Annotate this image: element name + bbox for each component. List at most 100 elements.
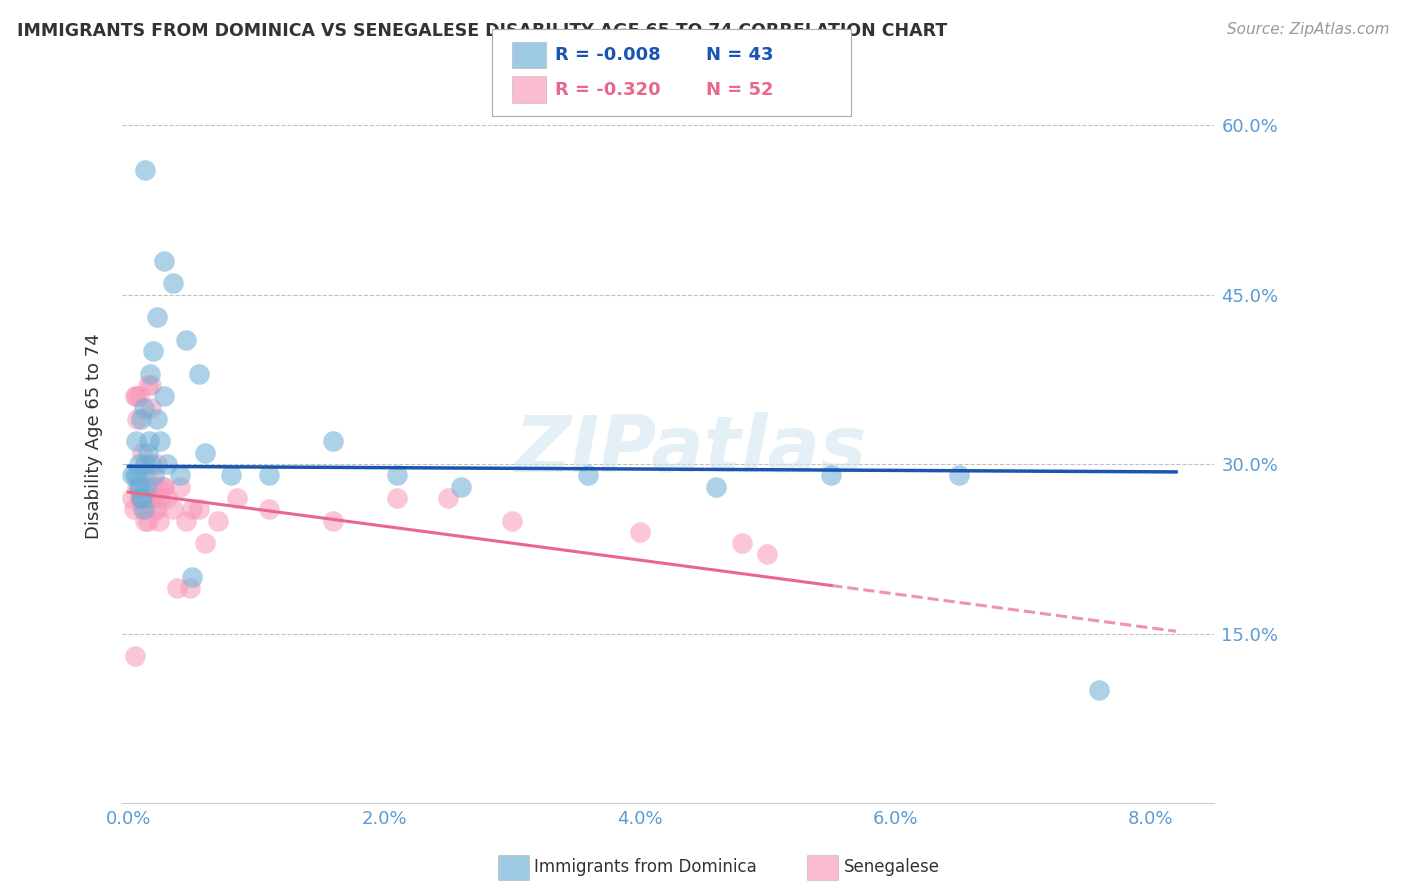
Point bbox=[385, 491, 408, 505]
Point bbox=[194, 446, 217, 460]
Point bbox=[194, 536, 217, 550]
Point bbox=[181, 502, 204, 516]
Point bbox=[132, 401, 155, 415]
Point bbox=[124, 468, 146, 483]
Point bbox=[145, 457, 167, 471]
Point bbox=[136, 514, 159, 528]
Point bbox=[181, 570, 204, 584]
Point bbox=[187, 502, 209, 516]
Point bbox=[576, 468, 599, 483]
Point bbox=[146, 480, 169, 494]
Text: ZIPatlas: ZIPatlas bbox=[515, 412, 866, 489]
Point bbox=[136, 378, 159, 392]
Text: IMMIGRANTS FROM DOMINICA VS SENEGALESE DISABILITY AGE 65 TO 74 CORRELATION CHART: IMMIGRANTS FROM DOMINICA VS SENEGALESE D… bbox=[17, 22, 948, 40]
Point bbox=[257, 502, 280, 516]
Point bbox=[129, 412, 152, 426]
Point bbox=[139, 491, 162, 505]
Point bbox=[134, 163, 156, 178]
Point bbox=[132, 491, 155, 505]
Point bbox=[948, 468, 970, 483]
Point bbox=[134, 457, 156, 471]
Point bbox=[125, 389, 148, 403]
Point bbox=[166, 582, 188, 596]
Text: Source: ZipAtlas.com: Source: ZipAtlas.com bbox=[1226, 22, 1389, 37]
Text: R = -0.320: R = -0.320 bbox=[555, 80, 661, 98]
Text: Immigrants from Dominica: Immigrants from Dominica bbox=[534, 858, 756, 876]
Point bbox=[143, 491, 166, 505]
Point bbox=[136, 446, 159, 460]
Point bbox=[129, 480, 152, 494]
Point bbox=[437, 491, 460, 505]
Point bbox=[756, 548, 779, 562]
Point bbox=[145, 502, 167, 516]
Point bbox=[128, 480, 150, 494]
Point bbox=[219, 468, 242, 483]
Point bbox=[143, 468, 166, 483]
Point bbox=[153, 480, 176, 494]
Point bbox=[131, 446, 153, 460]
Point bbox=[129, 491, 152, 505]
Point bbox=[153, 253, 176, 268]
Point bbox=[129, 491, 152, 505]
Point bbox=[162, 277, 184, 291]
Point bbox=[385, 468, 408, 483]
Point bbox=[152, 480, 174, 494]
Point bbox=[142, 480, 165, 494]
Text: N = 43: N = 43 bbox=[706, 46, 773, 64]
Point bbox=[162, 502, 184, 516]
Point bbox=[125, 434, 148, 449]
Point bbox=[131, 502, 153, 516]
Point bbox=[149, 491, 172, 505]
Point bbox=[257, 468, 280, 483]
Point bbox=[145, 310, 167, 325]
Text: R = -0.008: R = -0.008 bbox=[555, 46, 661, 64]
Point bbox=[141, 401, 163, 415]
Point bbox=[731, 536, 754, 550]
Point bbox=[127, 412, 149, 426]
Point bbox=[322, 434, 344, 449]
Point bbox=[143, 502, 166, 516]
Point bbox=[142, 344, 165, 359]
Y-axis label: Disability Age 65 to 74: Disability Age 65 to 74 bbox=[86, 333, 103, 539]
Point bbox=[1088, 683, 1111, 698]
Point bbox=[131, 491, 153, 505]
Point bbox=[187, 367, 209, 381]
Point bbox=[628, 524, 651, 539]
Point bbox=[148, 514, 170, 528]
Point bbox=[704, 480, 727, 494]
Point bbox=[124, 649, 146, 664]
Point bbox=[207, 514, 229, 528]
Point bbox=[127, 468, 149, 483]
Point bbox=[121, 468, 143, 483]
Point bbox=[128, 389, 150, 403]
Point bbox=[174, 514, 197, 528]
Point bbox=[135, 480, 157, 494]
Point bbox=[124, 389, 146, 403]
Point bbox=[169, 468, 191, 483]
Point bbox=[129, 491, 152, 505]
Point bbox=[129, 491, 152, 505]
Point bbox=[138, 491, 160, 505]
Point bbox=[121, 491, 143, 505]
Point bbox=[127, 480, 149, 494]
Point bbox=[174, 333, 197, 347]
Point bbox=[145, 412, 167, 426]
Text: Senegalese: Senegalese bbox=[844, 858, 939, 876]
Point bbox=[153, 389, 176, 403]
Point bbox=[179, 582, 201, 596]
Point bbox=[138, 434, 160, 449]
Point bbox=[141, 378, 163, 392]
Point bbox=[156, 491, 179, 505]
Point bbox=[139, 367, 162, 381]
Point bbox=[322, 514, 344, 528]
Point bbox=[135, 491, 157, 505]
Point bbox=[501, 514, 523, 528]
Point bbox=[128, 457, 150, 471]
Point bbox=[141, 457, 163, 471]
Point bbox=[132, 502, 155, 516]
Point bbox=[169, 480, 191, 494]
Point bbox=[134, 468, 156, 483]
Point bbox=[149, 434, 172, 449]
Text: N = 52: N = 52 bbox=[706, 80, 773, 98]
Point bbox=[450, 480, 472, 494]
